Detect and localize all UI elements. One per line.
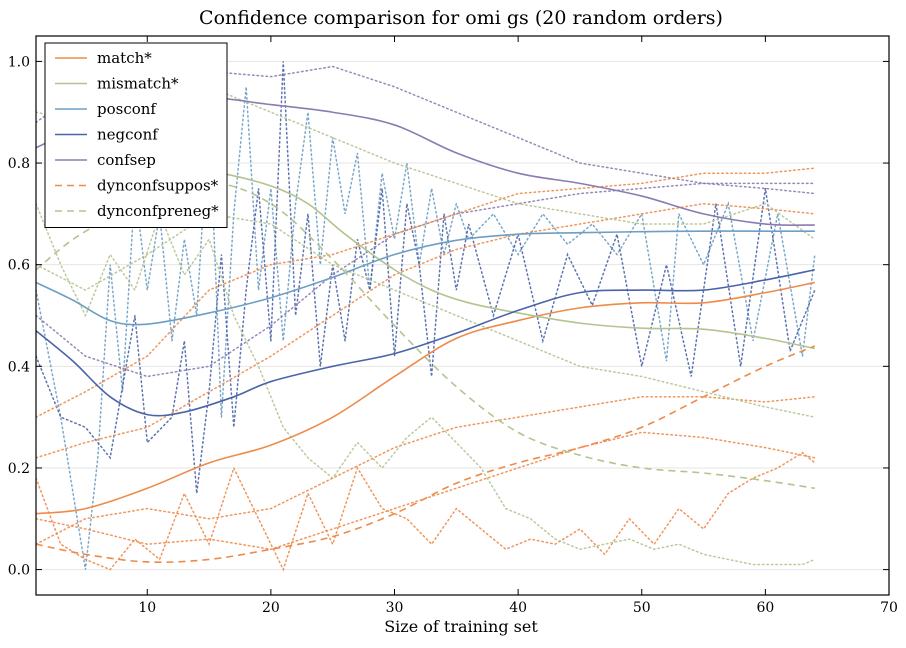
run-line-10 [36, 213, 816, 418]
plot-layer [36, 60, 816, 572]
run-line-3 [36, 182, 816, 378]
y-tick-label-0: 0.0 [8, 563, 30, 579]
series-posconf [36, 230, 815, 326]
y-tick-label-3: 0.6 [8, 258, 30, 274]
x-tick-label-0: 10 [138, 600, 156, 616]
legend: match* mismatch* posconf negconf confsep dync… [44, 42, 228, 228]
legend-label-5: dynconfsuppos* [97, 177, 219, 195]
run-line-7 [36, 396, 816, 545]
run-line-1 [36, 61, 816, 494]
run-line-11 [36, 202, 816, 566]
x-tick-label-2: 30 [386, 600, 404, 616]
x-tick-label-6: 70 [880, 600, 898, 616]
axes-layer: 10 20 30 40 50 60 70 0.0 0.2 0.4 0.6 0.8 1.0 [8, 35, 898, 616]
x-tick-label-1: 20 [262, 600, 280, 616]
legend-label-2: posconf [97, 100, 157, 118]
legend-label-6: dynconfpreneg* [97, 202, 219, 220]
run-line-4 [36, 451, 816, 572]
legend-label-1: mismatch* [97, 75, 179, 93]
chart-title: Confidence comparison for omi gs (20 ran… [199, 7, 723, 29]
plot-frame [35, 35, 890, 596]
plot-area [36, 60, 816, 572]
y-tick-label-5: 1.0 [8, 54, 30, 70]
series-negconf [36, 268, 815, 417]
legend-label-0: match* [97, 49, 152, 67]
x-tick-label-5: 60 [756, 600, 774, 616]
run-line-6 [36, 202, 816, 459]
legend-label-3: negconf [97, 126, 159, 144]
series-mismatch-star [122, 157, 815, 350]
y-tick-label-2: 0.4 [8, 359, 30, 375]
series-match-star [36, 281, 815, 515]
series-dynconfpreneg-star [36, 182, 815, 490]
run-line-0 [36, 86, 816, 570]
x-axis-label: Size of training set [384, 617, 538, 636]
y-tick-label-1: 0.2 [8, 461, 30, 477]
series-dynconfsuppos-star [36, 345, 816, 564]
y-tick-label-4: 0.8 [8, 156, 30, 172]
legend-label-4: confsep [97, 151, 156, 169]
run-line-8 [36, 431, 816, 551]
x-tick-label-4: 50 [633, 600, 651, 616]
x-tick-label-3: 40 [509, 600, 527, 616]
run-line-2 [36, 60, 816, 195]
